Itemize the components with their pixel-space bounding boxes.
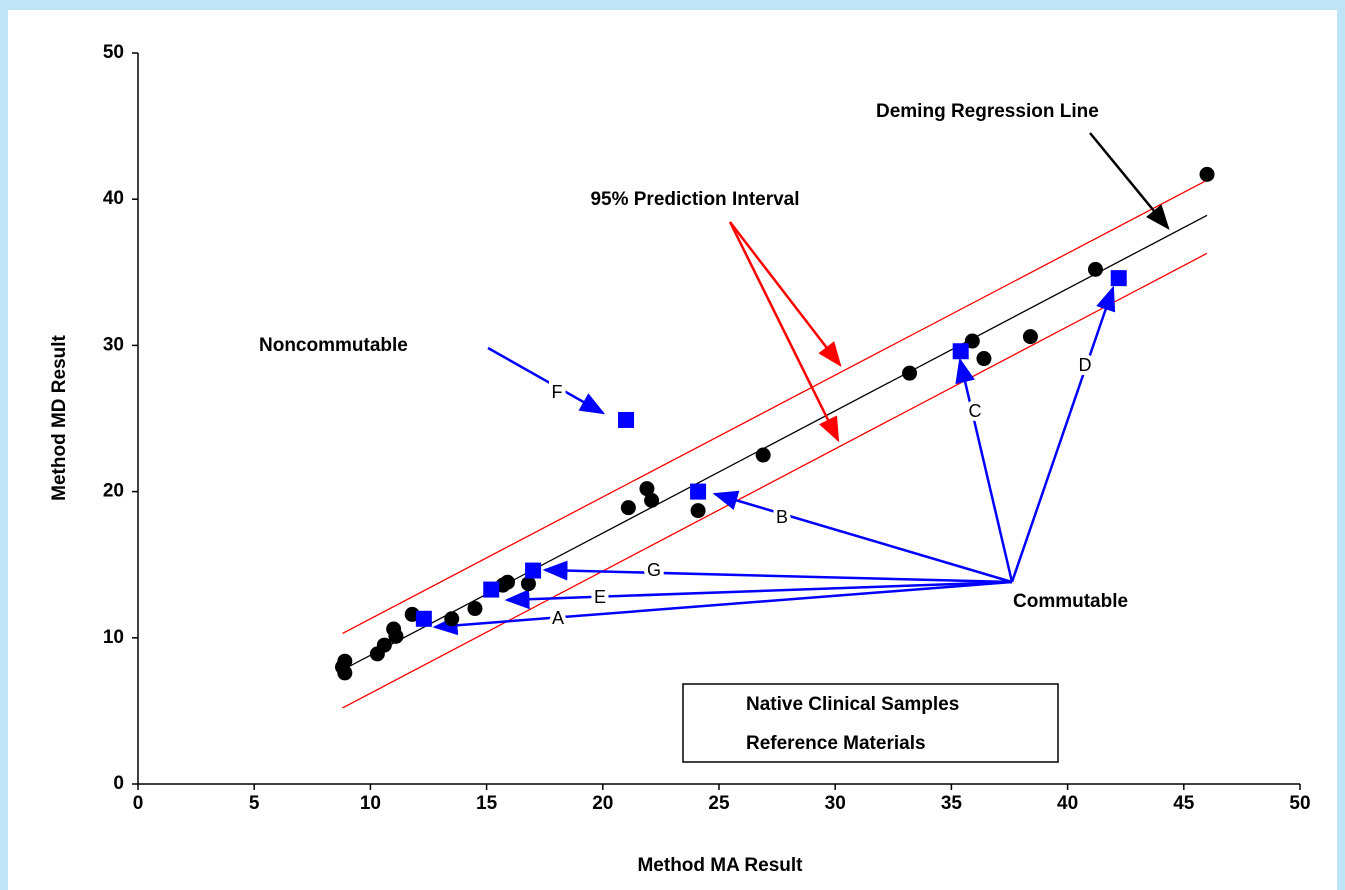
point-label: G [647,560,661,580]
arrow [729,221,842,367]
arrow [487,346,606,415]
x-tick-label: 30 [825,793,846,814]
arrow [712,490,1013,584]
point-label: D [1079,355,1092,375]
point [500,574,516,590]
fit-line [342,179,1208,634]
y-tick-label: 20 [103,481,124,502]
point-label: B [776,507,788,527]
point [618,411,635,428]
point [525,562,542,579]
x-tick-label: 10 [360,793,381,814]
point [376,637,392,653]
y-tick-label: 50 [103,42,124,63]
x-tick-label: 35 [941,793,963,814]
y-axis-label: Method MD Result [49,334,70,500]
x-tick-label: 25 [708,793,730,814]
arrow [542,560,1013,584]
arrow [1089,132,1170,230]
point-label: C [969,401,982,421]
x-tick-label: 0 [133,793,144,814]
arrow [728,221,840,443]
x-tick-label: 40 [1057,793,1078,814]
annotation: Commutable [1013,591,1128,612]
point [952,343,969,360]
legend [682,683,1059,763]
y-tick-label: 30 [103,334,124,355]
point [520,576,536,592]
annotation: Noncommutable [259,335,408,356]
y-tick-label: 10 [103,627,124,648]
x-tick-label: 15 [476,793,498,814]
point [483,581,500,598]
background [8,10,1337,890]
y-tick-label: 0 [113,773,124,794]
x-tick-label: 20 [592,793,613,814]
point [690,503,706,519]
marks [335,166,1215,752]
point [1087,261,1103,277]
point-label: A [552,608,564,628]
plot-area: 0 5 10 15 20 25 30 35 40 45 50 0 10 20 30 40 50 [103,42,1311,814]
point [1199,166,1215,182]
legend-label: Reference Materials [746,733,926,754]
x-tick-label: 5 [249,793,260,814]
point [755,447,771,463]
point-label: E [594,587,606,607]
point [902,365,918,381]
arrow [955,357,1014,583]
point [444,611,460,627]
point [1110,270,1127,287]
arrow [432,580,1013,636]
fit-line [342,252,1208,709]
arrow [1010,285,1116,583]
point [976,351,992,367]
x-tick-label: 50 [1289,793,1310,814]
annotation: 95% Prediction Interval [590,189,799,210]
point [620,500,636,516]
point [1022,329,1038,345]
point [690,483,707,500]
point [337,653,353,669]
point-label: F [552,382,563,402]
y-tick-label: 40 [103,188,124,209]
arrow [504,580,1013,610]
point [644,492,660,508]
point [467,601,483,617]
legend-label: Native Clinical Samples [746,694,959,715]
point [415,610,432,627]
point [639,481,655,497]
annotation: Deming Regression Line [876,101,1099,122]
arrows [432,132,1170,636]
x-tick-label: 45 [1173,793,1195,814]
x-axis-label: Method MA Result [637,855,803,876]
point [388,628,404,644]
point [337,665,353,681]
